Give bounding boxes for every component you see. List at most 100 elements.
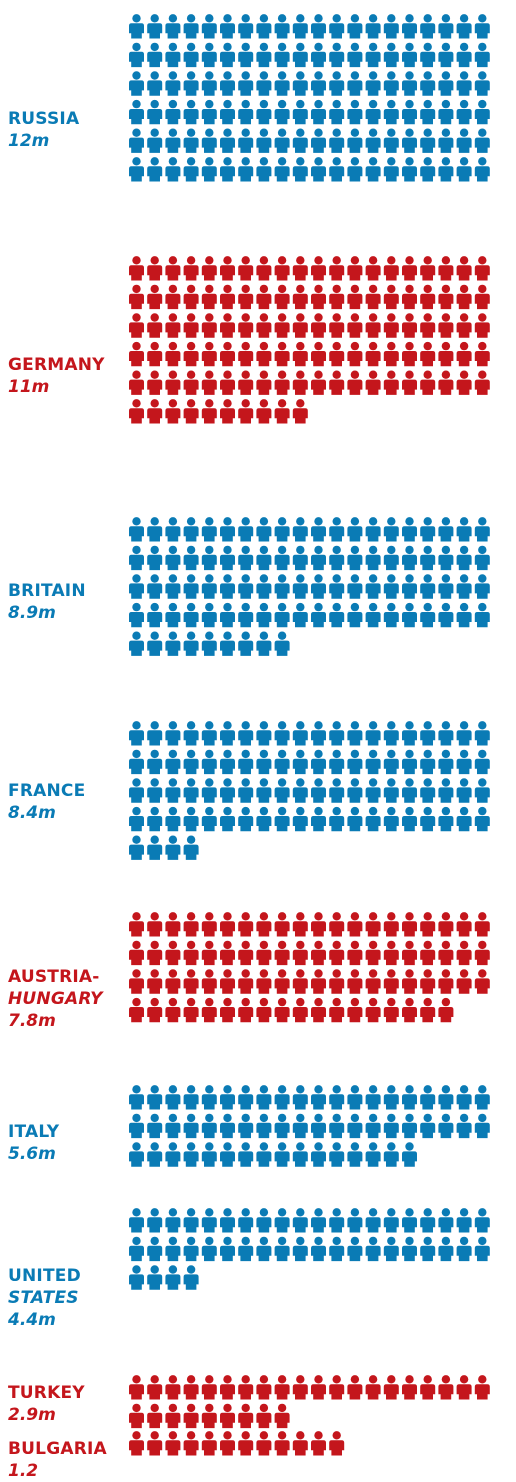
person-icon <box>202 100 217 124</box>
person-icon <box>457 1085 472 1109</box>
person-icon <box>475 1085 490 1109</box>
person-icon <box>475 256 490 280</box>
person-icon <box>256 517 271 541</box>
person-icon <box>165 546 180 570</box>
country-name: RUSSIA <box>8 108 79 130</box>
person-icon <box>420 14 435 38</box>
person-icon <box>165 1142 180 1166</box>
person-icon <box>184 1085 199 1109</box>
person-icon <box>329 342 344 366</box>
person-icon <box>402 750 417 774</box>
person-icon <box>366 71 381 95</box>
person-icon <box>275 1085 290 1109</box>
person-icon <box>256 43 271 67</box>
person-icon <box>293 157 308 181</box>
country-name-cont: STATES <box>8 1287 81 1309</box>
country-value: 1.2 <box>8 1460 107 1482</box>
person-icon <box>366 1085 381 1109</box>
person-icon <box>202 371 217 395</box>
person-icon <box>256 1142 271 1166</box>
person-icon <box>256 574 271 598</box>
person-icon <box>220 632 235 656</box>
person-icon <box>220 574 235 598</box>
person-icon <box>202 969 217 993</box>
person-icon <box>184 1265 199 1289</box>
person-icon <box>202 1142 217 1166</box>
person-icon <box>129 1431 144 1455</box>
person-icon <box>275 778 290 802</box>
person-icon <box>184 836 199 860</box>
person-icon <box>347 14 362 38</box>
person-icon <box>329 721 344 745</box>
person-icon <box>420 342 435 366</box>
person-icon <box>129 778 144 802</box>
person-icon <box>311 807 326 831</box>
person-icon <box>184 750 199 774</box>
person-icon <box>329 1114 344 1138</box>
person-icon <box>202 546 217 570</box>
person-icon <box>384 603 399 627</box>
person-icon <box>165 313 180 337</box>
person-icon <box>366 285 381 309</box>
person-icon <box>402 1114 417 1138</box>
person-icon <box>293 129 308 153</box>
person-icon <box>238 632 253 656</box>
person-icon <box>184 1208 199 1232</box>
person-icon <box>184 778 199 802</box>
person-icon <box>129 1114 144 1138</box>
person-icon <box>275 912 290 936</box>
person-icon <box>457 129 472 153</box>
icon-group-bulgaria <box>129 1431 344 1455</box>
person-icon <box>311 256 326 280</box>
person-icon <box>457 574 472 598</box>
person-icon <box>293 100 308 124</box>
person-icon <box>438 574 453 598</box>
person-icon <box>366 1208 381 1232</box>
person-icon <box>202 1404 217 1428</box>
person-icon <box>457 969 472 993</box>
person-icon <box>347 517 362 541</box>
person-icon <box>202 1085 217 1109</box>
person-icon <box>165 517 180 541</box>
icon-group-france <box>129 721 490 860</box>
person-icon <box>420 1375 435 1399</box>
person-icon <box>202 912 217 936</box>
person-icon <box>147 14 162 38</box>
person-icon <box>129 1404 144 1428</box>
person-icon <box>202 1208 217 1232</box>
person-icon <box>384 342 399 366</box>
country-name: TURKEY <box>8 1382 85 1404</box>
person-icon <box>384 1085 399 1109</box>
person-icon <box>475 371 490 395</box>
person-icon <box>147 998 162 1022</box>
person-icon <box>275 157 290 181</box>
person-icon <box>147 941 162 965</box>
person-icon <box>275 603 290 627</box>
person-icon <box>438 912 453 936</box>
person-icon <box>165 721 180 745</box>
person-icon <box>238 1208 253 1232</box>
person-icon <box>147 1208 162 1232</box>
person-icon <box>475 750 490 774</box>
person-icon <box>220 603 235 627</box>
person-icon <box>457 778 472 802</box>
person-icon <box>220 998 235 1022</box>
person-icon <box>238 1237 253 1261</box>
person-icon <box>402 603 417 627</box>
person-icon <box>184 603 199 627</box>
person-icon <box>311 157 326 181</box>
label-russia: RUSSIA 12m <box>8 108 79 152</box>
person-icon <box>347 750 362 774</box>
icon-group-italy <box>129 1085 490 1167</box>
country-value: 5.6m <box>8 1143 59 1165</box>
person-icon <box>220 1114 235 1138</box>
person-icon <box>184 546 199 570</box>
person-icon <box>275 969 290 993</box>
person-icon <box>420 1208 435 1232</box>
person-icon <box>438 256 453 280</box>
person-icon <box>147 574 162 598</box>
country-name: UNITED <box>8 1265 81 1287</box>
country-value: 2.9m <box>8 1404 85 1426</box>
person-icon <box>202 721 217 745</box>
person-icon <box>129 836 144 860</box>
